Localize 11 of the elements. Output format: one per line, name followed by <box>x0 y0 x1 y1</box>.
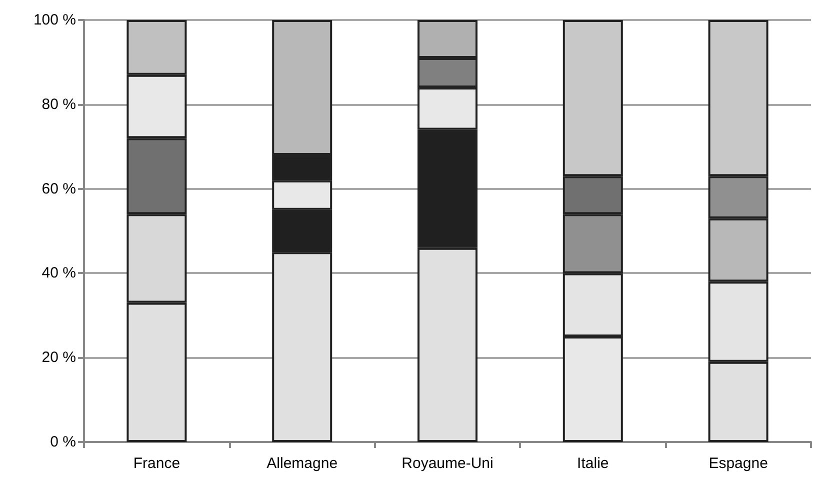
x-tick-label: Royaume-Uni <box>402 455 494 472</box>
y-tick-label: 100 % <box>33 12 76 28</box>
y-tick-label: 20 % <box>42 349 76 366</box>
y-tick-label: 40 % <box>42 264 76 282</box>
x-tick-label: Allemagne <box>266 455 338 472</box>
y-tick-label: 80 % <box>42 96 76 113</box>
y-tick-label: 60 % <box>42 180 76 198</box>
x-tick-label: Italie <box>577 455 609 472</box>
x-tick-label: Espagne <box>708 455 768 472</box>
y-tick-label: 0 % <box>50 434 76 450</box>
x-tick-label: France <box>133 455 180 472</box>
